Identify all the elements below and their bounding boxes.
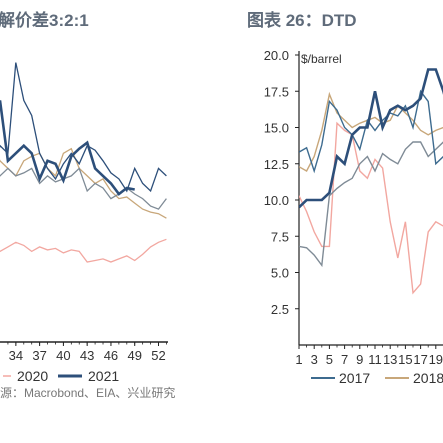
- right-y-tick-label: 7.5: [271, 229, 289, 244]
- right-x-tick-label: 13: [383, 352, 397, 367]
- right-x-tick-label: 9: [356, 352, 363, 367]
- left-x-tick-label: 34: [9, 348, 23, 363]
- left-x-tick-label: 37: [32, 348, 46, 363]
- right-x-tick-label: 17: [413, 352, 427, 367]
- right-x-tick-label: 19: [429, 352, 443, 367]
- left-x-tick-label: 52: [151, 348, 165, 363]
- right-y-tick-label: 5.0: [271, 266, 289, 281]
- left-x-tick-label: 49: [127, 348, 141, 363]
- left-series-line-s5: [0, 147, 167, 219]
- right-y-tick-label: 20.0: [264, 48, 289, 63]
- right-y-tick-label: 12.5: [264, 157, 289, 172]
- right-series-group: [299, 68, 443, 295]
- right-x-tick-label: 7: [341, 352, 348, 367]
- right-y-tick-label: 15.0: [264, 121, 289, 136]
- right-x-tick-label: 1: [295, 352, 302, 367]
- left-legend-label-2020: 2020: [17, 368, 48, 384]
- right-x-tick-label: 5: [326, 352, 333, 367]
- source-note: 源：Macrobond、EIA、兴业研究: [0, 386, 176, 400]
- right-legend-label-2018: 2018: [413, 370, 443, 386]
- right-series-line-series4: [299, 141, 443, 268]
- right-legend-label-2017: 2017: [339, 370, 370, 386]
- right-y-unit-label: $/barrel: [301, 52, 342, 66]
- left-x-tick-label: 46: [104, 348, 118, 363]
- right-x-tick-label: 15: [398, 352, 412, 367]
- right-series-line-2017: [299, 89, 443, 174]
- right-x-tick-label: 3: [311, 352, 318, 367]
- left-series-line-s3: [0, 62, 167, 193]
- left-series-line-s4: [0, 167, 167, 210]
- right-x-tick-label: 11: [368, 352, 382, 367]
- right-y-tick-label: 10.0: [264, 193, 289, 208]
- right-y-tick-label: 2.5: [271, 302, 289, 317]
- left-chart-title: 解价差3:2:1: [0, 11, 89, 30]
- right-chart-title: 图表 26：DTD: [247, 11, 357, 30]
- left-series-line-2020: [0, 238, 167, 263]
- left-x-tick-label: 43: [80, 348, 94, 363]
- left-chart: 34 37 40 43 46 49 52 2020 2021: [0, 62, 168, 384]
- right-y-tick-label: 17.5: [264, 84, 289, 99]
- left-series-line-2021: [0, 100, 135, 196]
- right-series-line-2018: [299, 91, 443, 172]
- left-x-tick-label: 40: [56, 348, 70, 363]
- right-series-line-series5: [299, 68, 443, 209]
- left-legend-label-2021: 2021: [88, 368, 119, 384]
